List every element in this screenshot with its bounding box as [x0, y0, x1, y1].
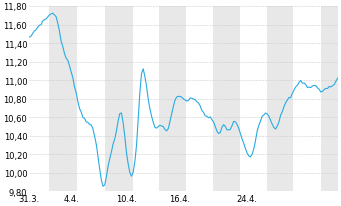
Bar: [213, 7, 240, 192]
Bar: [159, 7, 187, 192]
Bar: [267, 7, 293, 192]
Bar: [321, 7, 338, 192]
Bar: [105, 7, 133, 192]
Bar: [49, 7, 77, 192]
